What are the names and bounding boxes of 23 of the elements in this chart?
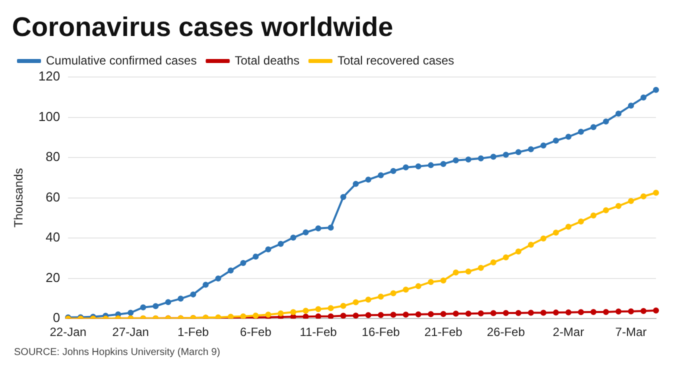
x-tick-label: 7-Mar	[615, 325, 647, 340]
y-tick-label: 0	[52, 310, 60, 326]
y-tick-label: 120	[38, 68, 60, 84]
x-tick-label: 22-Jan	[50, 325, 86, 340]
x-tick-label: 27-Jan	[112, 325, 149, 340]
y-tick-label: 40	[46, 230, 60, 245]
y-axis-title: Thousands	[12, 168, 26, 228]
y-tick-label: 100	[38, 108, 60, 124]
x-tick-label: 1-Feb	[177, 325, 210, 340]
x-tick-label: 26-Feb	[486, 325, 526, 340]
legend-label: Cumulative confirmed cases	[46, 53, 197, 68]
legend-label: Total recovered cases	[337, 53, 454, 68]
chart-title: Coronavirus cases worldwide	[11, 11, 394, 44]
x-tick-label: 6-Feb	[240, 325, 272, 340]
y-tick-label: 80	[46, 149, 60, 164]
y-tick-label: 60	[46, 189, 60, 204]
x-tick-label: 11-Feb	[300, 325, 338, 340]
source-note: SOURCE: Johns Hopkins University (March 9)	[13, 347, 222, 358]
x-tick-label: 16-Feb	[362, 325, 400, 340]
x-tick-label: 2-Mar	[552, 325, 584, 340]
legend-label: Total deaths	[234, 53, 300, 68]
x-tick-label: 21-Feb	[424, 325, 463, 340]
y-tick-label: 20	[46, 270, 60, 285]
